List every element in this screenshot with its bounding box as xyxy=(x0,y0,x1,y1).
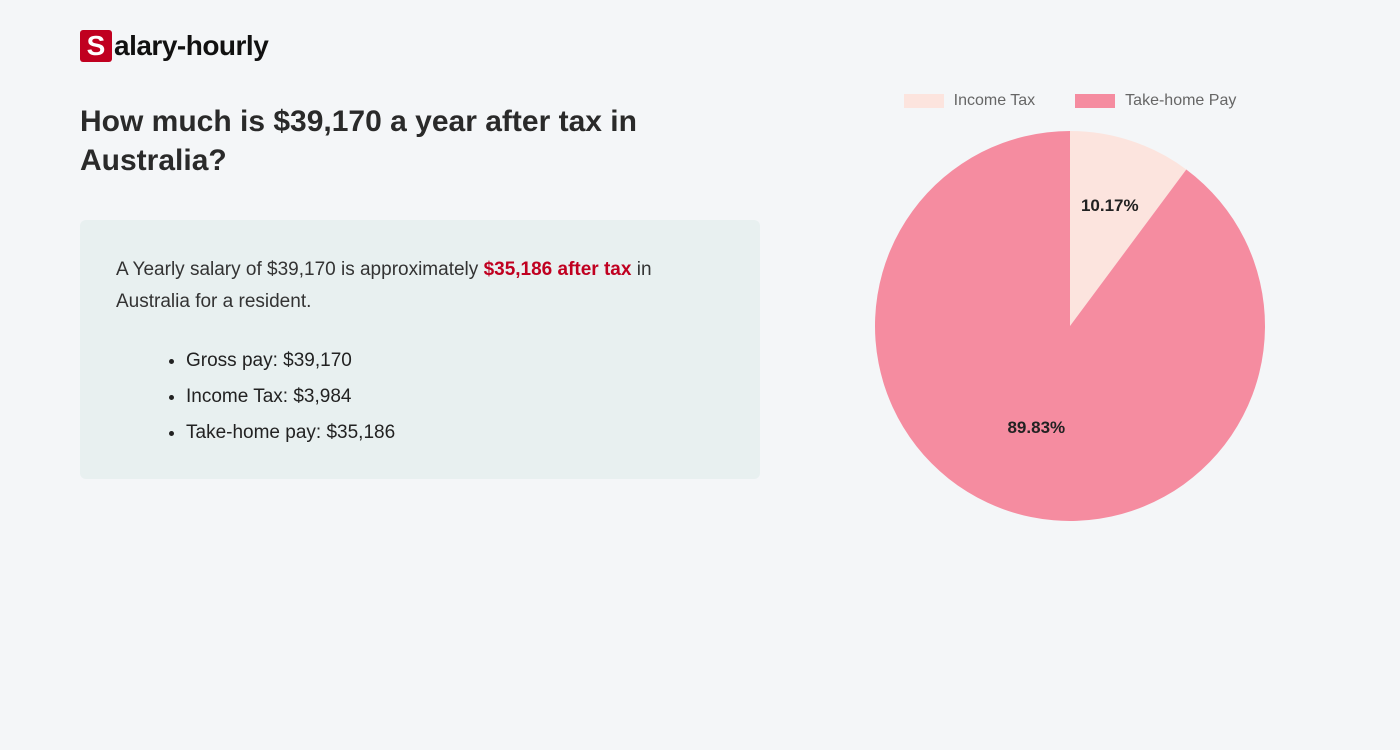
breakdown-tax: Income Tax: $3,984 xyxy=(186,379,724,415)
page-title: How much is $39,170 a year after tax in … xyxy=(80,102,760,180)
legend-label-takehome: Take-home Pay xyxy=(1125,92,1236,110)
chart-legend: Income Tax Take-home Pay xyxy=(904,92,1237,110)
breakdown-list: Gross pay: $39,170 Income Tax: $3,984 Ta… xyxy=(116,343,724,451)
summary-highlight: $35,186 after tax xyxy=(484,259,632,280)
info-box: A Yearly salary of $39,170 is approximat… xyxy=(80,220,760,479)
logo-text: alary-hourly xyxy=(114,30,268,62)
legend-label-tax: Income Tax xyxy=(954,92,1036,110)
pie-label-tax: 10.17% xyxy=(1081,196,1139,216)
legend-item-tax: Income Tax xyxy=(904,92,1036,110)
legend-item-takehome: Take-home Pay xyxy=(1075,92,1236,110)
main-content: How much is $39,170 a year after tax in … xyxy=(80,102,1320,526)
pie-chart: 10.17% 89.83% xyxy=(870,126,1270,526)
summary-text: A Yearly salary of $39,170 is approximat… xyxy=(116,254,724,319)
site-logo: S alary-hourly xyxy=(80,30,1320,62)
chart-column: Income Tax Take-home Pay 10.17% 89.83% xyxy=(820,102,1320,526)
legend-swatch-takehome xyxy=(1075,94,1115,108)
breakdown-takehome: Take-home pay: $35,186 xyxy=(186,415,724,451)
summary-pre: A Yearly salary of $39,170 is approximat… xyxy=(116,259,484,280)
text-column: How much is $39,170 a year after tax in … xyxy=(80,102,760,526)
pie-svg xyxy=(870,126,1270,526)
logo-s-badge: S xyxy=(80,30,112,62)
breakdown-gross: Gross pay: $39,170 xyxy=(186,343,724,379)
legend-swatch-tax xyxy=(904,94,944,108)
pie-label-takehome: 89.83% xyxy=(1007,418,1065,438)
